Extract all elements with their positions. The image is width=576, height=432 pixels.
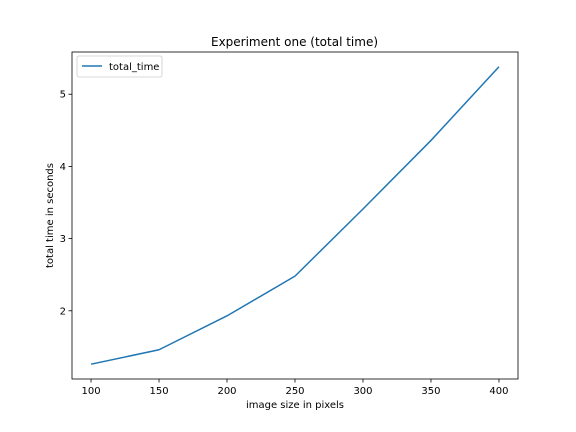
legend-label: total_time [109,62,159,73]
x-tick-label: 250 [285,386,304,397]
y-tick-label: 4 [60,162,66,173]
x-axis: 100 150 200 250 300 350 400 [81,379,509,397]
y-tick-label: 5 [60,90,66,101]
series-layer [90,66,500,365]
data-point [294,275,296,277]
series-line-total_time [90,66,500,365]
x-tick-label: 400 [489,386,508,397]
y-axis-label: total time in seconds [45,163,56,268]
legend: total_time [76,55,163,78]
x-axis-label: image size in pixels [246,400,344,411]
y-tick-label: 3 [60,234,66,245]
x-tick-label: 200 [217,386,236,397]
data-point [158,349,160,351]
y-axis: 2 3 4 5 [60,90,72,317]
chart-title: Experiment one (total time) [211,35,378,49]
x-tick-label: 350 [421,386,440,397]
x-tick-label: 150 [149,386,168,397]
plot-area [72,52,518,379]
y-tick-label: 2 [60,306,66,317]
data-point [498,66,500,68]
data-point [362,208,364,210]
plot-background [72,52,518,379]
data-point [90,363,92,365]
x-tick-label: 300 [353,386,372,397]
data-point [430,139,432,141]
data-point [226,315,228,317]
plot-frame [71,51,519,380]
x-tick-label: 100 [81,386,100,397]
legend-box [76,55,163,78]
